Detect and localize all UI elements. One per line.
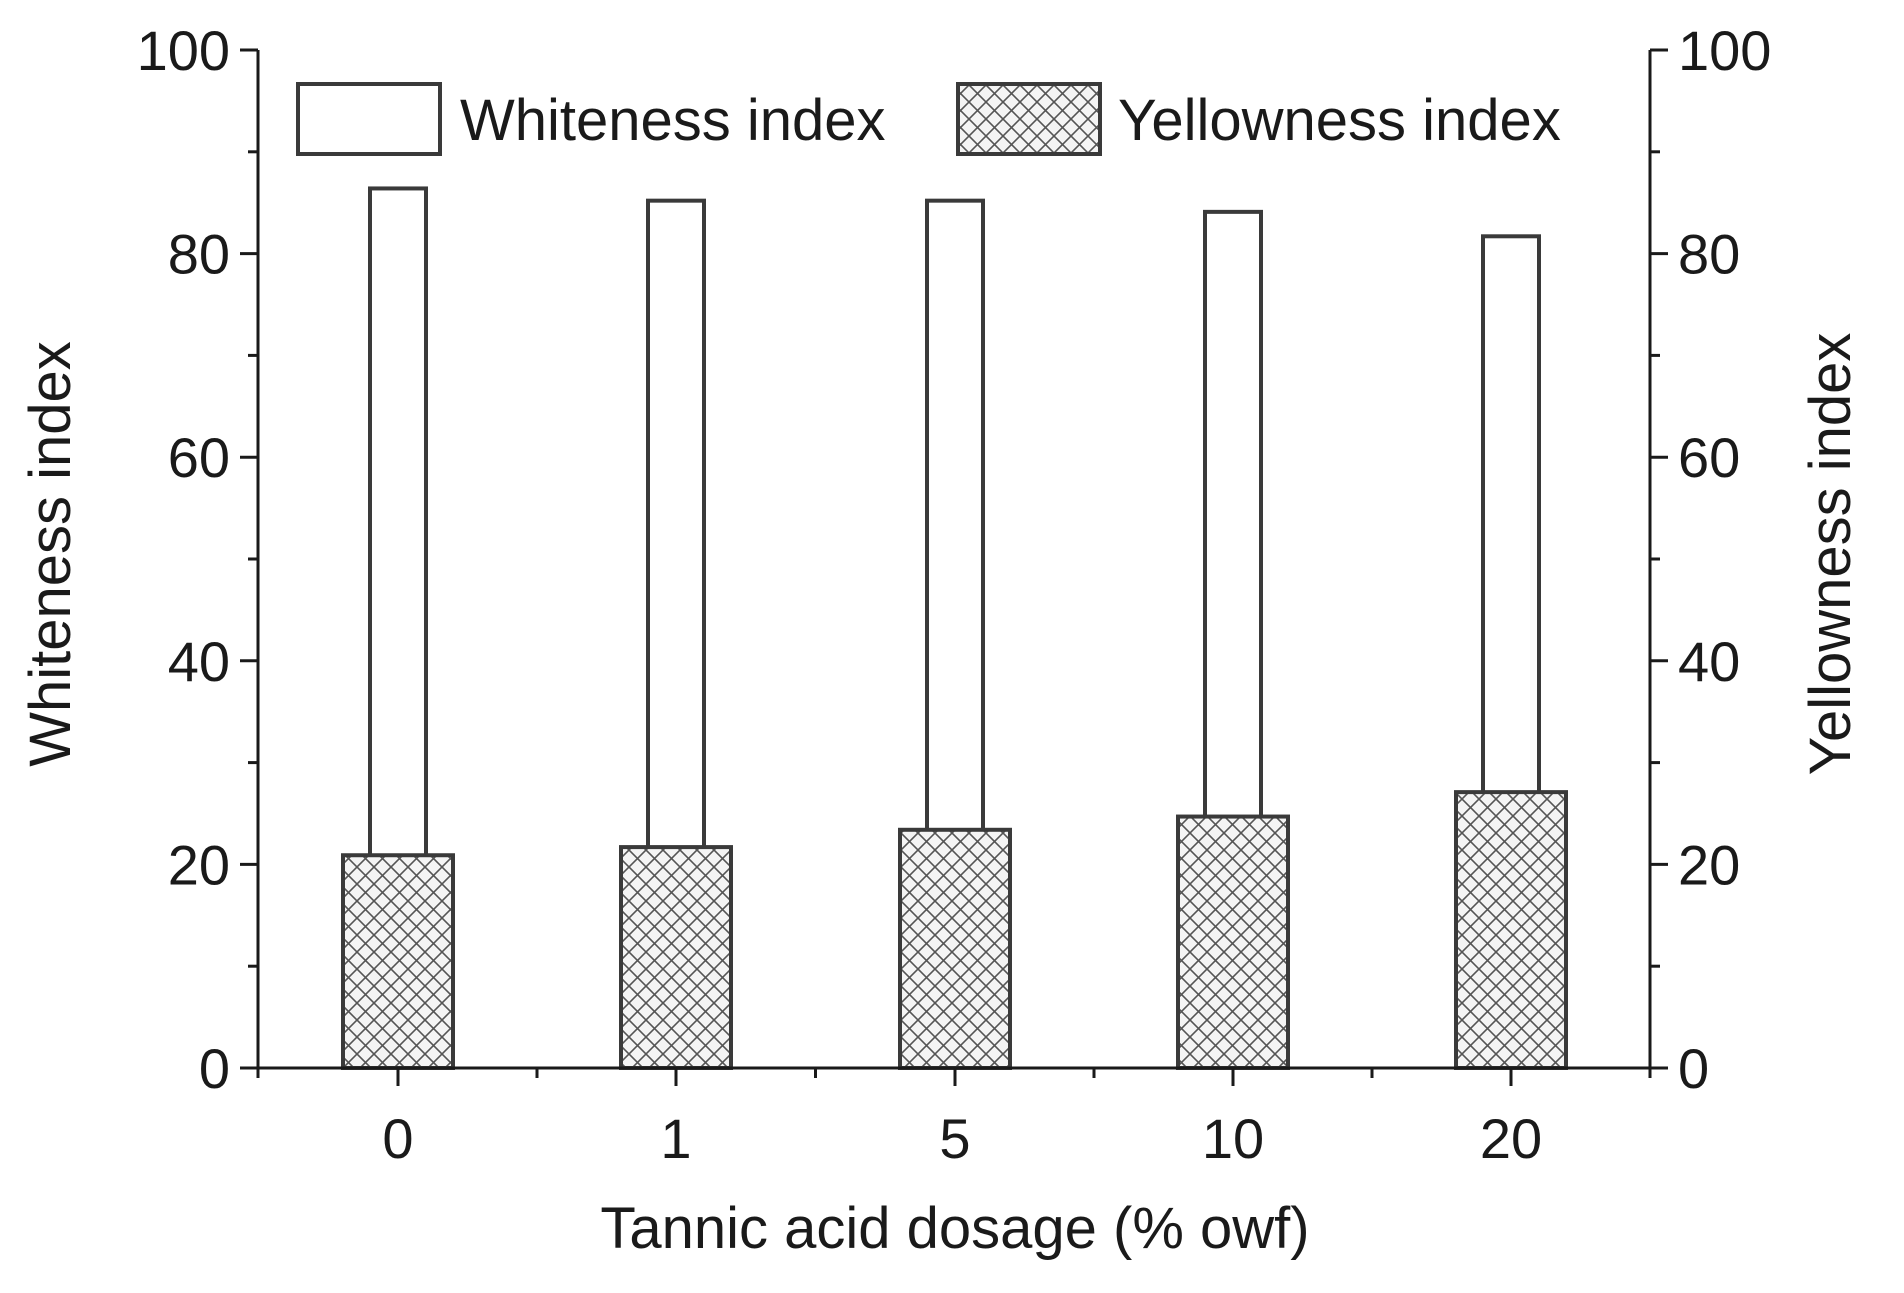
y-right-tick-label: 40 [1678, 630, 1740, 693]
y-right-tick-label: 20 [1678, 833, 1740, 896]
y-right-tick-label: 80 [1678, 223, 1740, 286]
legend-label-whiteness: Whiteness index [460, 88, 886, 153]
y-right-tick-label: 60 [1678, 426, 1740, 489]
yellowness-bar [898, 827, 1012, 1071]
x-tick-label: 10 [1202, 1107, 1264, 1170]
x-axis-label: Tannic acid dosage (% owf) [600, 1196, 1309, 1261]
y-left-tick-label: 80 [168, 223, 230, 286]
legend-swatch-whiteness [296, 82, 442, 156]
yellowness-bar [1454, 790, 1568, 1070]
x-tick-label: 5 [939, 1107, 970, 1170]
y-left-tick-label: 40 [168, 630, 230, 693]
y-axis-left-label: Whiteness index [18, 341, 83, 767]
legend-label-yellowness: Yellowness index [1118, 88, 1561, 153]
y-left-tick-label: 100 [137, 19, 230, 82]
yellowness-bar [1176, 814, 1290, 1071]
yellowness-bars [341, 790, 1568, 1071]
yellowness-bar [619, 845, 733, 1070]
x-tick-label: 0 [382, 1107, 413, 1170]
x-tick-label: 1 [660, 1107, 691, 1170]
y-left-tick-label: 20 [168, 833, 230, 896]
y-left-tick-label: 60 [168, 426, 230, 489]
y-right-tick-label: 100 [1678, 19, 1771, 82]
x-tick-label: 20 [1480, 1107, 1542, 1170]
y-right-tick-label: 0 [1678, 1037, 1709, 1100]
y-axis-right-label: Yellowness index [1798, 333, 1863, 776]
y-left-tick-label: 0 [199, 1037, 230, 1100]
yellowness-bar [341, 853, 455, 1070]
ticks: 0 0 20 20 40 40 60 60 80 80 100 100 0 1 5 10 20 [137, 19, 1772, 1170]
legend: Whiteness index Yellowness index [296, 82, 1561, 156]
legend-swatch-yellowness [956, 82, 1102, 156]
